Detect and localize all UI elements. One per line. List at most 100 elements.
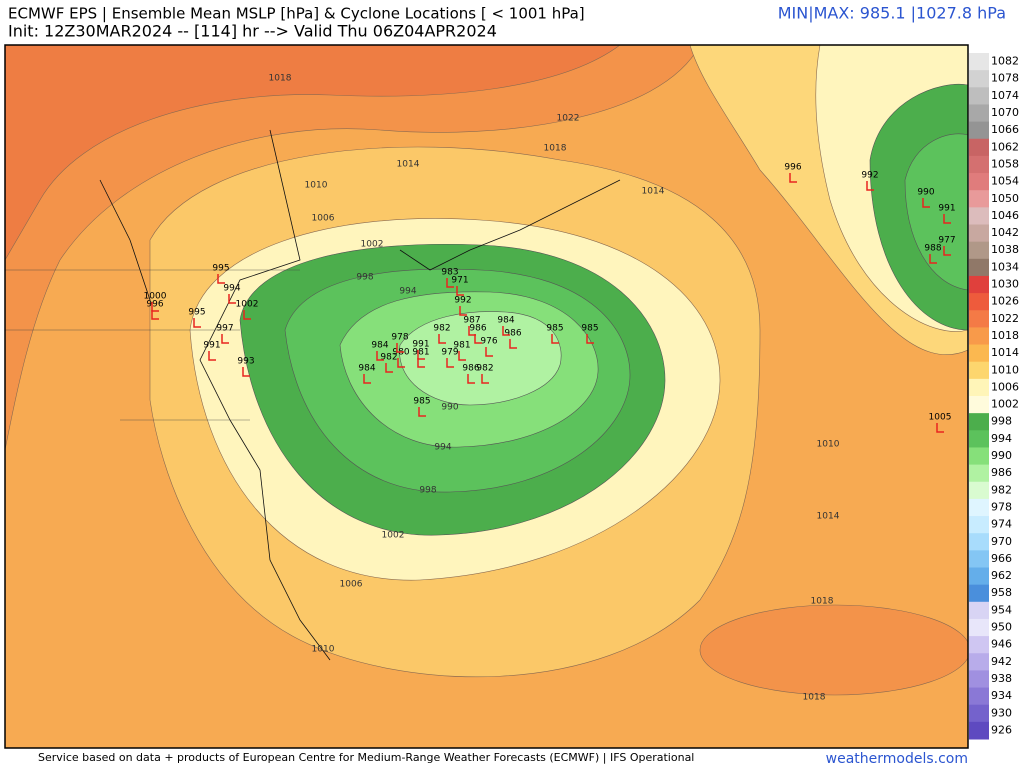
cyclone-label: 992 bbox=[454, 296, 471, 306]
colorbar-label: 1046 bbox=[991, 209, 1019, 222]
cyclone-label: 982 bbox=[433, 324, 450, 334]
colorbar-label: 994 bbox=[991, 432, 1012, 445]
colorbar-swatch bbox=[969, 258, 989, 277]
colorbar-swatch bbox=[969, 241, 989, 260]
title: ECMWF EPS | Ensemble Mean MSLP [hPa] & C… bbox=[8, 5, 585, 23]
cyclone-marker bbox=[363, 374, 371, 384]
cyclone-label: 987 bbox=[463, 316, 480, 326]
init-line: Init: 12Z30MAR2024 -- [114] hr --> Valid… bbox=[8, 22, 497, 41]
colorbar-label: 1066 bbox=[991, 123, 1019, 136]
cyclone-marker bbox=[456, 286, 464, 296]
cyclone-marker bbox=[509, 339, 517, 349]
colorbar-label: 1034 bbox=[991, 260, 1019, 273]
cyclone-label: 995 bbox=[188, 308, 205, 318]
colorbar-swatch bbox=[969, 344, 989, 363]
cyclone-marker bbox=[418, 407, 426, 417]
cyclone-marker bbox=[446, 278, 454, 288]
cyclone-label: 981 bbox=[412, 348, 429, 358]
credit: Service based on data + products of Euro… bbox=[38, 751, 694, 764]
contour-label: 1014 bbox=[817, 512, 840, 522]
cyclone-marker bbox=[468, 326, 476, 336]
cyclone-marker bbox=[417, 358, 425, 368]
colorbar-swatch bbox=[969, 87, 989, 105]
cyclone-marker bbox=[943, 214, 951, 224]
cyclone-label: 978 bbox=[391, 333, 408, 343]
cyclone-label: 984 bbox=[371, 341, 388, 351]
contour-label: 990 bbox=[441, 403, 458, 413]
cyclone-marker bbox=[474, 334, 482, 344]
cyclone-marker bbox=[438, 334, 446, 344]
colorbar-label: 998 bbox=[991, 415, 1012, 428]
cyclone-label: 1002 bbox=[236, 300, 259, 310]
cyclone-label: 985 bbox=[581, 324, 598, 334]
cyclone-marker bbox=[943, 246, 951, 256]
colorbar-swatch bbox=[969, 584, 989, 603]
colorbar-swatch bbox=[969, 464, 989, 483]
colorbar-swatch bbox=[969, 121, 989, 140]
min-max: MIN|MAX: 985.1 |1027.8 hPa bbox=[778, 4, 1006, 23]
contour-label: 1018 bbox=[269, 74, 292, 84]
site: weathermodels.com bbox=[826, 751, 968, 767]
contour-label: 1018 bbox=[811, 597, 834, 607]
cyclone-label: 979 bbox=[441, 348, 458, 358]
colorbar-label: 1018 bbox=[991, 329, 1019, 342]
cyclone-label: 986 bbox=[469, 324, 486, 334]
cyclone-marker bbox=[922, 198, 930, 208]
cyclone-label: 984 bbox=[358, 364, 375, 374]
contour-label: 1006 bbox=[312, 214, 335, 224]
colorbar-label: 1026 bbox=[991, 295, 1019, 308]
colorbar-label: 1002 bbox=[991, 398, 1019, 411]
cyclone-marker bbox=[929, 254, 937, 264]
cyclone-label: 983 bbox=[441, 268, 458, 278]
cyclone-marker bbox=[217, 274, 225, 284]
contour-label: 1002 bbox=[382, 531, 405, 541]
cyclone-label: 994 bbox=[223, 284, 240, 294]
cyclone-marker bbox=[459, 306, 467, 316]
cyclone-marker bbox=[397, 358, 405, 368]
colorbar-swatch bbox=[969, 430, 989, 448]
cyclone-label: 997 bbox=[216, 324, 233, 334]
cyclone-marker bbox=[866, 181, 874, 191]
colorbar-label: 1062 bbox=[991, 140, 1019, 153]
cyclone-marker bbox=[208, 351, 216, 361]
cyclone-label: 977 bbox=[938, 236, 955, 246]
cyclone-marker bbox=[551, 334, 559, 344]
colorbar-label: 1074 bbox=[991, 89, 1019, 102]
cyclone-marker bbox=[789, 173, 797, 183]
colorbar-swatch bbox=[969, 636, 989, 654]
colorbar-label: 966 bbox=[991, 552, 1012, 565]
colorbar-swatch bbox=[969, 601, 989, 620]
colorbar-label: 926 bbox=[991, 723, 1012, 736]
cyclone-marker bbox=[228, 294, 236, 304]
colorbar-label: 1058 bbox=[991, 157, 1019, 170]
colorbar-label: 950 bbox=[991, 621, 1012, 634]
colorbar-label: 1022 bbox=[991, 312, 1019, 325]
cyclone-marker bbox=[586, 334, 594, 344]
colorbar-label: 962 bbox=[991, 569, 1012, 582]
colorbar-swatch bbox=[969, 413, 989, 431]
colorbar-label: 938 bbox=[991, 672, 1012, 685]
cyclone-marker bbox=[485, 347, 493, 357]
colorbar-label: 974 bbox=[991, 518, 1012, 531]
colorbar-label: 930 bbox=[991, 706, 1012, 719]
colorbar-swatch bbox=[969, 687, 989, 706]
colorbar-swatch bbox=[969, 53, 989, 71]
colorbar-swatch bbox=[969, 481, 989, 500]
colorbar-label: 1070 bbox=[991, 106, 1019, 119]
map: 1018 1022 1018 1014 1010 1006 1002 998 9… bbox=[5, 45, 968, 748]
colorbar-label: 990 bbox=[991, 449, 1012, 462]
contour-label: 1006 bbox=[340, 580, 363, 590]
colorbar-swatch bbox=[969, 224, 989, 243]
cyclone-marker bbox=[385, 363, 393, 373]
colorbar-swatch bbox=[969, 104, 989, 123]
colorbar-swatch bbox=[969, 155, 989, 174]
cyclone-label: 988 bbox=[924, 244, 941, 254]
colorbar-swatch bbox=[969, 670, 989, 689]
cyclone-marker bbox=[481, 374, 489, 384]
colorbar-label: 942 bbox=[991, 655, 1012, 668]
contour-label: 994 bbox=[399, 287, 416, 297]
cyclone-label: 995 bbox=[212, 264, 229, 274]
colorbar-label: 1050 bbox=[991, 192, 1019, 205]
cyclone-label: 971 bbox=[451, 276, 468, 286]
